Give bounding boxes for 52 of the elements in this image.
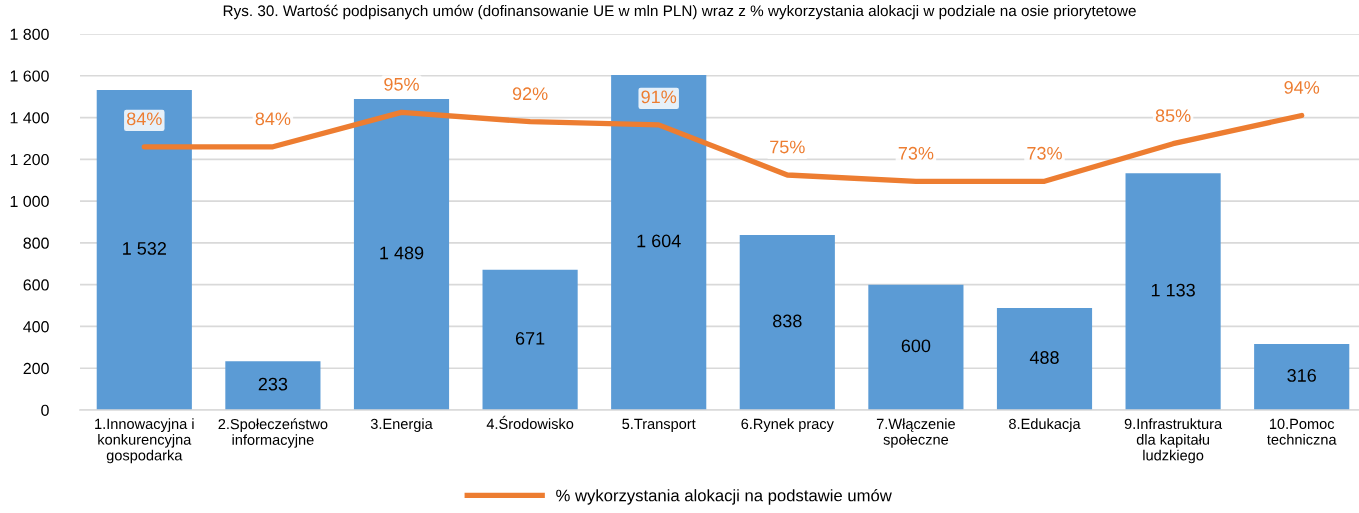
chart-title: Rys. 30. Wartość podpisanych umów (dofinansowanie UE w mln PLN) wraz z % wykorzystania alokacji w podziale na osie priorytetowe bbox=[223, 4, 1136, 20]
x-tick-label: 1.Innowacyjna i konkurencyjna gospodarka bbox=[95, 418, 194, 464]
y-tick-label: 1 600 bbox=[10, 70, 49, 82]
data-label: 316 bbox=[1287, 369, 1316, 382]
y-tick-label: 1 200 bbox=[10, 153, 49, 166]
y-tick-label: 0 bbox=[41, 404, 49, 416]
x-tick-label: 10.Pomoc techniczna bbox=[1267, 418, 1337, 445]
data-label: 488 bbox=[1029, 351, 1059, 364]
data-label: 671 bbox=[515, 331, 545, 345]
data-label: 92% bbox=[512, 87, 548, 101]
bar bbox=[482, 269, 578, 410]
y-tick-label: 1 400 bbox=[10, 112, 49, 124]
bar bbox=[353, 98, 450, 410]
data-label: 1 604 bbox=[637, 234, 681, 248]
data-label: 73% bbox=[898, 146, 934, 160]
x-tick-label: 2.Społeczeństwo informacyjne bbox=[218, 418, 328, 448]
data-label: 85% bbox=[1155, 109, 1191, 123]
bar bbox=[96, 89, 192, 410]
data-label: 1 133 bbox=[1151, 283, 1195, 297]
bar bbox=[739, 234, 835, 410]
x-tick-label: 6.Rynek pracy bbox=[741, 418, 834, 432]
y-tick-label: 600 bbox=[23, 279, 49, 291]
y-tick-label: 800 bbox=[23, 237, 49, 249]
x-tick-label: 5.Transport bbox=[622, 418, 696, 432]
bar bbox=[868, 284, 964, 410]
x-tick-label: 7.Włączenie społeczne bbox=[876, 418, 955, 448]
bar bbox=[225, 361, 321, 410]
data-label: 1 489 bbox=[380, 246, 424, 260]
bar bbox=[1254, 343, 1350, 410]
y-tick-label: 1 800 bbox=[10, 28, 49, 40]
data-label: 84% bbox=[127, 112, 162, 126]
y-tick-label: 1 000 bbox=[10, 195, 49, 208]
data-label: 95% bbox=[384, 77, 419, 91]
data-label: 73% bbox=[1027, 146, 1062, 160]
x-tick-label: 8.Edukacja bbox=[1009, 418, 1081, 432]
data-label: 838 bbox=[773, 314, 802, 328]
x-tick-label: 3.Energia bbox=[370, 418, 433, 432]
data-label: 233 bbox=[258, 377, 288, 391]
x-tick-label: 4.Środowisko bbox=[486, 415, 574, 430]
bar bbox=[996, 308, 1093, 410]
y-tick-label: 200 bbox=[23, 362, 49, 375]
bar bbox=[1125, 173, 1221, 410]
data-label: 1 532 bbox=[123, 242, 166, 255]
data-label: 600 bbox=[901, 339, 931, 353]
data-label: 84% bbox=[255, 112, 291, 126]
bar bbox=[611, 74, 707, 410]
data-label: 94% bbox=[1284, 81, 1320, 94]
data-label: 91% bbox=[641, 90, 677, 104]
x-tick-label: 9.Infrastruktura dla kapitału ludzkiego bbox=[1124, 418, 1223, 464]
data-label: 75% bbox=[770, 140, 805, 154]
legend-label: % wykorzystania alokacji na podstawie umów bbox=[556, 488, 892, 505]
y-tick-label: 400 bbox=[23, 321, 49, 333]
